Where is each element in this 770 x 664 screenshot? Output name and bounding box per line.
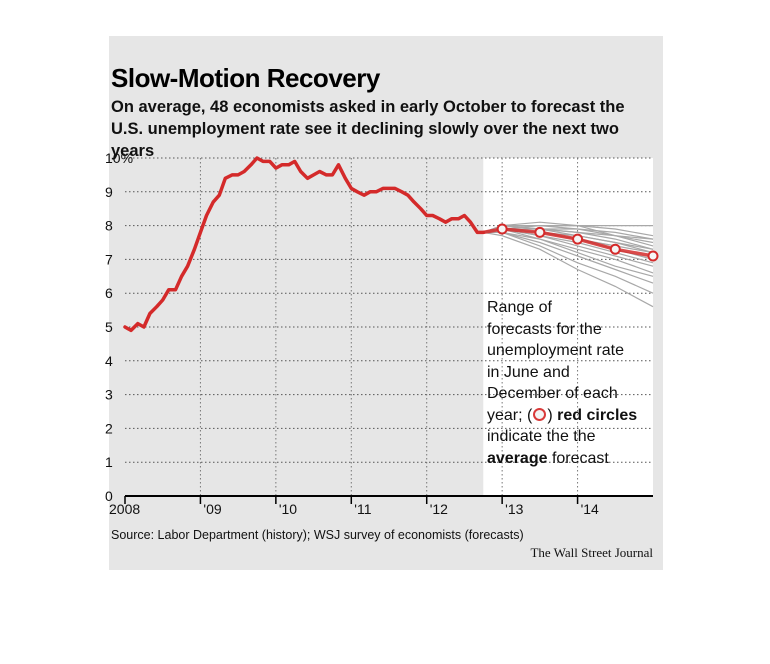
source-note: Source: Labor Department (history); WSJ … xyxy=(111,528,524,542)
y-tick-label-3: 3 xyxy=(105,387,113,403)
x-tick-label-3: '11 xyxy=(354,501,371,517)
chart-subtitle: On average, 48 economists asked in early… xyxy=(111,98,625,160)
annot-line-2: forecasts for the xyxy=(487,320,602,338)
annot-red-circles: red circles xyxy=(557,406,638,424)
forecast-panel xyxy=(483,158,653,496)
y-tick-label-4: 4 xyxy=(105,353,113,369)
annot-line-3: unemployment rate xyxy=(487,342,624,359)
x-tick-label-0: 2008 xyxy=(109,501,140,517)
y-tick-label-1: 1 xyxy=(105,454,113,470)
x-tick-label-4: '12 xyxy=(430,501,448,517)
red-circle-key-icon xyxy=(533,407,547,421)
history-line xyxy=(123,156,486,333)
annot-line-1: Range of xyxy=(487,299,552,316)
y-tick-label-7: 7 xyxy=(105,251,113,267)
annot-line-6-pre: year; ( xyxy=(487,406,533,424)
y-tick-label-2: 2 xyxy=(105,420,113,436)
x-tick-label-1: '09 xyxy=(203,501,221,517)
y-tick-label-9: 9 xyxy=(105,184,113,200)
forecast-line-15 xyxy=(483,231,654,308)
average-forecast-marker-2 xyxy=(572,233,584,245)
annot-line-6-post: ) xyxy=(547,406,553,424)
annot-forecast: forecast xyxy=(551,449,609,467)
y-tick-label-8: 8 xyxy=(105,218,113,234)
annot-line-4: in June and xyxy=(487,363,570,381)
credit-line: The Wall Street Journal xyxy=(530,545,653,560)
average-forecast-marker-0 xyxy=(496,223,508,235)
y-tick-label-0: 0 xyxy=(105,488,113,504)
annot-average: average xyxy=(487,449,548,467)
y-tick-label-10: 10% xyxy=(105,150,133,166)
y-tick-label-6: 6 xyxy=(105,285,113,301)
x-tick-label-5: '13 xyxy=(505,501,523,517)
average-forecast-marker-3 xyxy=(609,243,621,255)
average-forecast-marker-4 xyxy=(647,250,659,262)
y-tick-label-5: 5 xyxy=(105,319,113,335)
forecast-annotation: Range of forecasts for the unemployment … xyxy=(487,297,657,469)
chart-title: Slow-Motion Recovery xyxy=(111,63,380,93)
average-forecast-marker-1 xyxy=(534,226,546,238)
x-tick-label-6: '14 xyxy=(581,501,599,517)
annot-line-7: indicate the the xyxy=(487,428,596,445)
annot-line-5: December of each xyxy=(487,385,618,402)
x-tick-label-2: '10 xyxy=(279,501,297,517)
